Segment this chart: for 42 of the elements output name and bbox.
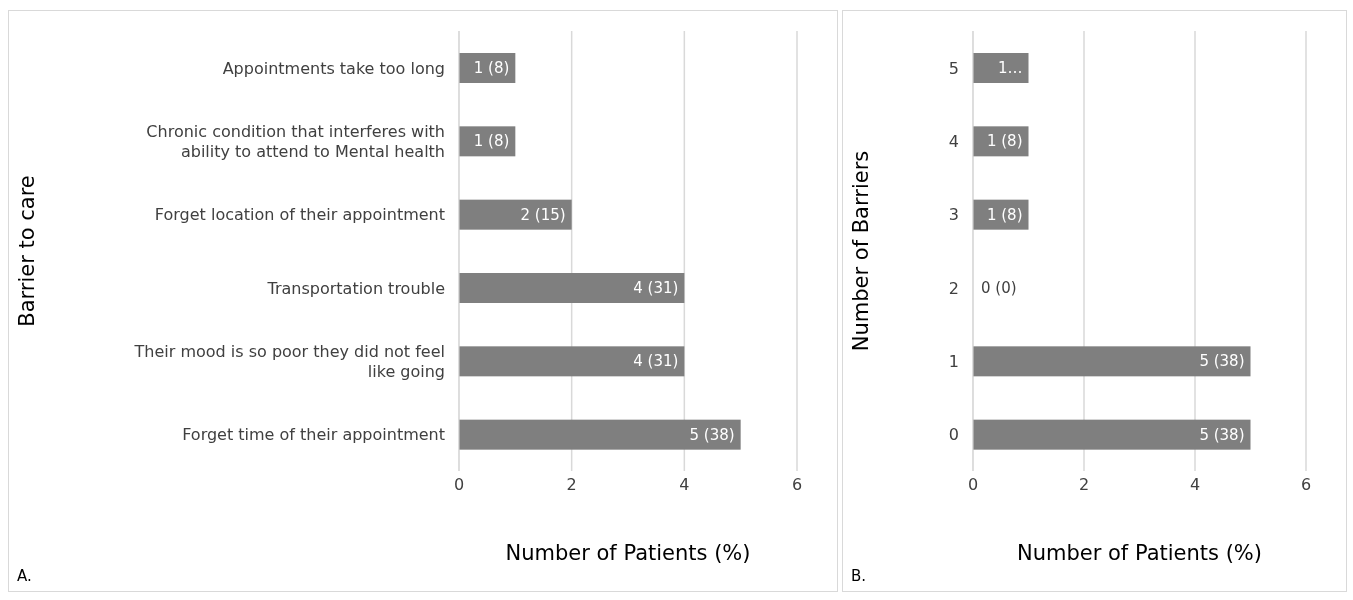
- text: B.: [851, 567, 867, 585]
- x-tick-label: 4: [679, 475, 690, 495]
- y-tick-label: 5: [948, 58, 959, 78]
- data-label: 1 (8): [473, 132, 510, 151]
- y-axis-title: Barrier to care: [15, 175, 40, 327]
- x-tick-label: 0: [967, 475, 979, 495]
- bar: [459, 199, 572, 230]
- data-label: 5 (38): [689, 425, 735, 444]
- data-label: 1 (8): [473, 59, 510, 77]
- y-tick-label: 4: [948, 131, 959, 151]
- data-label: 4 (31): [633, 279, 679, 297]
- data-label: 0 (0): [981, 279, 1017, 297]
- y-tick-label: 0: [948, 424, 959, 444]
- text: A.: [17, 567, 32, 585]
- y-tick-label: Transportation trouble: [266, 278, 445, 298]
- data-label: 1…: [997, 59, 1023, 77]
- bar: [459, 273, 685, 303]
- data-label: 5 (38): [1199, 352, 1245, 371]
- y-tick-label: Forget location of their appointment: [154, 204, 445, 224]
- y-tick-label: 2: [948, 278, 959, 298]
- y-axis-title: Number of Barriers: [849, 150, 874, 352]
- x-tick-label: 0: [453, 475, 465, 495]
- bar: [459, 419, 741, 450]
- data-label: 2 (15): [520, 205, 566, 224]
- data-label: 1 (8): [986, 132, 1023, 151]
- x-tick-label: 4: [1189, 475, 1201, 495]
- y-tick-label: Appointments take too long: [222, 58, 445, 78]
- data-label: 5 (38): [1199, 425, 1245, 444]
- data-label: 4 (31): [633, 352, 679, 371]
- x-tick-label: 6: [1300, 475, 1312, 495]
- y-tick-label: 1: [948, 351, 959, 371]
- y-tick-label: Forget time of their appointment: [182, 424, 445, 444]
- data-label: 1 (8): [986, 205, 1023, 224]
- y-tick-label: Chronic condition that interferes with ability to attend to Mental health: [146, 121, 445, 161]
- x-axis-title: Number of Patients (%): [1016, 541, 1263, 565]
- x-tick-label: 2: [1078, 475, 1090, 495]
- y-tick-label: 3: [948, 204, 959, 224]
- y-tick-label: Their mood is so poor they did not feel like going: [133, 341, 445, 381]
- x-tick-label: 2: [566, 475, 577, 495]
- x-axis-title: Number of Patients (%): [504, 541, 752, 565]
- bar: [459, 346, 685, 377]
- x-tick-label: 6: [791, 475, 803, 495]
